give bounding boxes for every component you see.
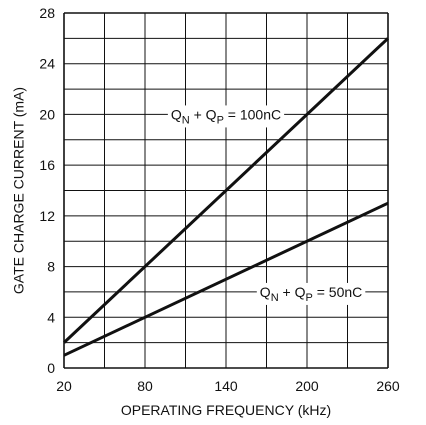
x-axis-label: OPERATING FREQUENCY (kHz) [121,402,331,418]
annotation-q: Q [260,284,271,300]
annotation-plus-q: + Q [190,106,217,122]
annotation-plus-q: + Q [279,284,306,300]
y-tick-label: 0 [47,360,55,376]
x-tick-label: 20 [56,378,72,394]
annotation-sub-p: P [306,292,313,304]
y-tick-label: 20 [39,106,55,122]
series-line-2 [63,201,389,357]
y-tick-label: 24 [39,56,55,72]
annotation-sub-n: N [182,114,190,126]
y-tick-label: 4 [47,309,55,325]
annotation-background [167,105,285,128]
annotation-sub-p: P [217,114,224,126]
annotation-value: = 50nC [313,284,362,300]
annotation-q: Q [171,106,182,122]
y-tick-label: 28 [39,5,55,21]
series-line-1 [62,37,390,344]
grid [63,12,389,369]
annotation-label: QN + QP = 50nC [260,284,362,304]
annotation-background [256,282,366,305]
x-tick-label: 80 [137,378,153,394]
annotation-sub-n: N [271,292,279,304]
x-tick-label: 260 [376,378,400,394]
y-axis-label: GATE CHARGE CURRENT (mA) [11,87,27,294]
x-tick-label: 200 [295,378,319,394]
annotation-label: QN + QP = 100nC [171,106,281,126]
annotation-1: QN + QP = 100nC [167,105,285,128]
series-lines [62,37,390,357]
x-tick-label: 140 [214,378,238,394]
y-tick-labels: 0 4 8 12 16 20 24 28 [39,5,55,376]
annotation-value: = 100nC [224,106,281,122]
y-tick-label: 12 [39,208,55,224]
y-tick-label: 16 [39,157,55,173]
annotation-2: QN + QP = 50nC [256,282,366,305]
y-tick-label: 8 [47,259,55,275]
x-tick-labels: 20 80 140 200 260 [56,378,400,394]
